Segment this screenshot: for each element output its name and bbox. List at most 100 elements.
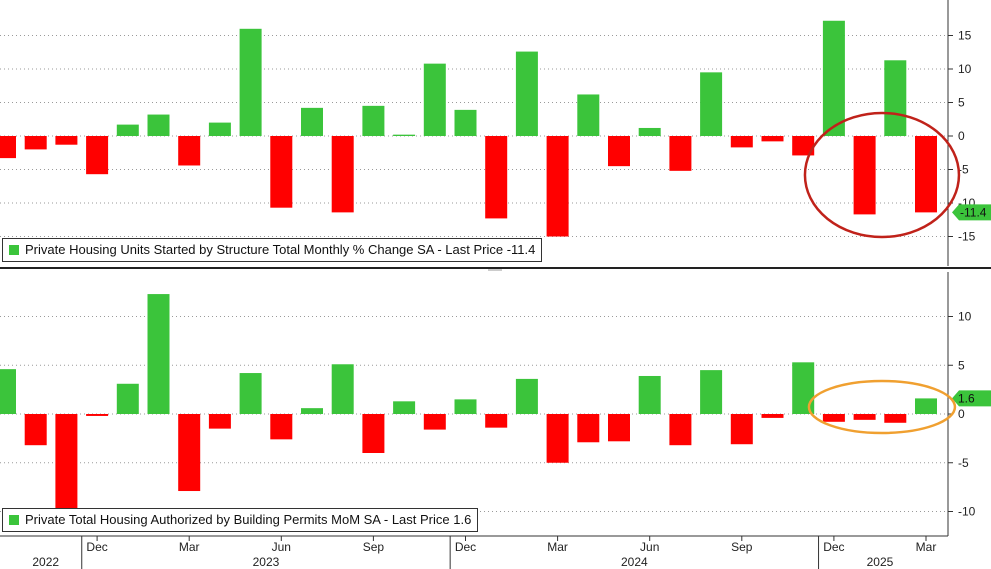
bar bbox=[577, 94, 600, 136]
bar bbox=[515, 378, 538, 414]
last-price-label: -11.4 bbox=[960, 205, 987, 219]
legend-label: Private Housing Units Started by Structu… bbox=[25, 242, 536, 257]
bar bbox=[546, 136, 569, 237]
legend-swatch-icon bbox=[9, 515, 19, 525]
bar bbox=[884, 414, 907, 423]
bar bbox=[700, 72, 723, 136]
bar bbox=[485, 136, 508, 219]
bar bbox=[608, 414, 630, 442]
bar bbox=[116, 124, 139, 136]
bar bbox=[147, 114, 170, 136]
bar bbox=[0, 369, 16, 414]
x-year-label: 2022 bbox=[32, 555, 59, 569]
bar bbox=[208, 122, 231, 136]
y-tick-label: 0 bbox=[958, 407, 965, 421]
bar bbox=[638, 375, 661, 414]
y-tick-label: 5 bbox=[958, 358, 965, 372]
bar bbox=[116, 383, 139, 414]
bar bbox=[700, 370, 723, 414]
bar bbox=[730, 136, 753, 148]
bar bbox=[208, 414, 231, 429]
y-tick-label: -5 bbox=[958, 456, 969, 470]
bar bbox=[515, 51, 538, 136]
legend-building-permits: Private Total Housing Authorized by Buil… bbox=[2, 508, 479, 532]
y-tick-label: 10 bbox=[958, 62, 972, 76]
bar bbox=[86, 136, 109, 175]
bar bbox=[669, 414, 692, 446]
y-tick-label: 5 bbox=[958, 96, 965, 110]
bar bbox=[270, 414, 293, 440]
bar bbox=[24, 414, 47, 446]
legend-housing-starts: Private Housing Units Started by Structu… bbox=[2, 238, 543, 262]
bar bbox=[301, 107, 323, 136]
annotations bbox=[803, 111, 961, 435]
bar bbox=[853, 414, 876, 420]
last-price-marker bbox=[952, 390, 991, 407]
last-price-marker bbox=[952, 204, 991, 221]
gridlines bbox=[0, 35, 948, 512]
bar bbox=[638, 127, 661, 136]
bar bbox=[24, 136, 47, 150]
bar bbox=[608, 136, 630, 167]
bar bbox=[270, 136, 293, 208]
bar bbox=[761, 136, 784, 142]
bar bbox=[915, 136, 937, 213]
x-month-label: Dec bbox=[823, 540, 844, 554]
bar bbox=[669, 136, 692, 171]
x-month-label: Jun bbox=[640, 540, 659, 554]
x-year-label: 2025 bbox=[867, 555, 894, 569]
bar bbox=[331, 136, 354, 213]
y-tick-label: 10 bbox=[958, 310, 972, 324]
bar bbox=[0, 136, 16, 159]
bar bbox=[577, 414, 600, 443]
bar bbox=[822, 414, 845, 422]
bar bbox=[393, 401, 416, 414]
bar bbox=[761, 414, 784, 418]
highlight-ellipse-red bbox=[803, 111, 961, 239]
y-tick-label: -10 bbox=[958, 505, 976, 519]
bar bbox=[454, 109, 477, 136]
bar bbox=[546, 414, 569, 463]
bar bbox=[362, 105, 385, 136]
legend-swatch-icon bbox=[9, 245, 19, 255]
bar bbox=[884, 60, 907, 136]
x-month-label: Sep bbox=[363, 540, 385, 554]
bar bbox=[454, 399, 477, 414]
bars bbox=[0, 20, 937, 510]
bar bbox=[239, 28, 262, 136]
bar bbox=[393, 134, 416, 136]
y-tick-label: 15 bbox=[958, 29, 972, 43]
last-price-label: 1.6 bbox=[958, 391, 975, 405]
bar bbox=[423, 414, 446, 430]
bar bbox=[86, 414, 109, 416]
highlight-ellipse-orange bbox=[807, 379, 957, 435]
bar bbox=[423, 63, 446, 136]
x-month-label: Jun bbox=[272, 540, 291, 554]
x-month-label: Mar bbox=[916, 540, 937, 554]
bar bbox=[301, 408, 323, 414]
bar bbox=[362, 414, 385, 453]
bar bbox=[239, 373, 262, 414]
bar bbox=[178, 136, 201, 166]
x-month-label: Mar bbox=[547, 540, 568, 554]
y-tick-label: 0 bbox=[958, 129, 965, 143]
x-month-label: Dec bbox=[455, 540, 476, 554]
y-tick-label: -5 bbox=[958, 163, 969, 177]
bar bbox=[55, 414, 78, 510]
x-month-label: Mar bbox=[179, 540, 200, 554]
y-tick-label: -15 bbox=[958, 230, 976, 244]
bar bbox=[730, 414, 753, 445]
bar bbox=[915, 398, 937, 414]
bar bbox=[853, 136, 876, 215]
bar bbox=[178, 414, 201, 492]
bar bbox=[147, 294, 170, 414]
bar bbox=[485, 414, 508, 428]
legend-label: Private Total Housing Authorized by Buil… bbox=[25, 512, 472, 527]
x-month-label: Dec bbox=[86, 540, 107, 554]
x-year-label: 2023 bbox=[253, 555, 280, 569]
bar bbox=[792, 362, 815, 414]
x-year-label: 2024 bbox=[621, 555, 648, 569]
bar bbox=[55, 136, 78, 145]
